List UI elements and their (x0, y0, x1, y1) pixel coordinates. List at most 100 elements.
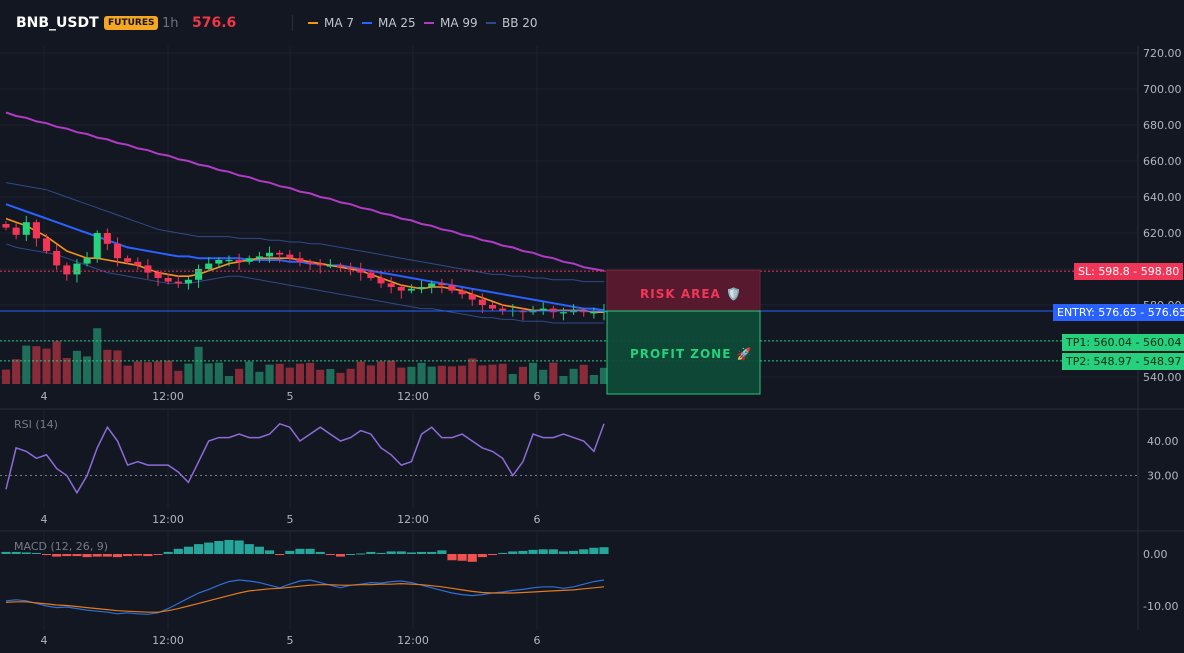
macd-histogram-bar (153, 554, 163, 555)
volume-bar (458, 365, 467, 384)
candle-body (478, 299, 486, 305)
y-tick-label: 720.00 (1143, 47, 1182, 60)
macd-histogram-bar (173, 548, 183, 554)
legend-ma25[interactable]: MA 25 (362, 16, 416, 30)
symbol-title[interactable]: BNB_USDT (16, 15, 99, 31)
timeframe-label[interactable]: 1h (162, 16, 179, 31)
macd-tick-label: -10.00 (1143, 600, 1178, 613)
volume-bar (143, 362, 152, 384)
volume-bar (52, 341, 61, 384)
last-price: 576.6 (192, 15, 237, 31)
candle-body (164, 278, 172, 282)
volume-bar (468, 358, 477, 384)
macd-histogram-bar (275, 554, 285, 556)
x-tick-label: 12:00 (152, 390, 184, 403)
legend-ma7[interactable]: MA 7 (308, 16, 354, 30)
candle-body (225, 260, 233, 262)
volume-bar (1, 369, 11, 384)
volume-bar (22, 345, 31, 384)
header-divider (292, 15, 293, 31)
macd-histogram-bar (599, 547, 609, 554)
volume-bar (275, 363, 284, 384)
volume-bar (427, 366, 436, 384)
volume-bar (397, 367, 406, 384)
volume-bar (285, 367, 294, 384)
candle-body (539, 308, 547, 311)
x-tick-label: 12:00 (397, 634, 429, 647)
candle-body (458, 290, 466, 295)
candle-body (113, 243, 122, 259)
macd-histogram-bar (234, 540, 244, 554)
volume-bar (32, 346, 41, 384)
macd-histogram-bar (315, 551, 325, 554)
candle-body (549, 308, 557, 313)
candle-body (255, 256, 263, 259)
tp2-price-label: TP2: 548.97 - 548.97 (1062, 353, 1184, 370)
macd-histogram-bar (143, 554, 153, 557)
macd-histogram-bar (346, 554, 356, 555)
candle-body (53, 251, 61, 266)
volume-bar (12, 359, 21, 384)
macd-histogram-bar (82, 554, 92, 558)
volume-bar (174, 370, 183, 384)
futures-badge: FUTURES (104, 16, 159, 30)
volume-bar (549, 362, 558, 384)
candle-body (134, 261, 142, 266)
ma99-swatch-icon (424, 22, 434, 24)
volume-bar (295, 363, 304, 384)
candle-body (103, 233, 111, 244)
volume-bar (265, 364, 274, 384)
profit-zone-label: PROFIT ZONE 🚀 (630, 347, 753, 361)
tp2-value: 548.97 (1143, 355, 1182, 368)
candle-body (488, 305, 497, 309)
x-tick-label: 12:00 (397, 513, 429, 526)
legend-bb20[interactable]: BB 20 (486, 16, 538, 30)
x-tick-label: 4 (41, 634, 48, 647)
macd-histogram-bar (41, 554, 52, 556)
candle-body (590, 312, 598, 314)
macd-histogram-bar (214, 541, 224, 554)
macd-histogram-bar (508, 551, 518, 554)
volume-bar (123, 365, 132, 384)
candle-body (235, 260, 243, 262)
macd-histogram-bar (477, 554, 487, 558)
volume-bar (204, 363, 213, 384)
legend-label: MA 25 (378, 16, 416, 30)
y-tick-label: 540.00 (1143, 371, 1182, 384)
macd-histogram-bar (569, 550, 579, 554)
ma25-swatch-icon (362, 22, 372, 24)
macd-histogram-bar (356, 553, 366, 555)
macd-histogram-bar (366, 551, 376, 554)
candle-body (438, 283, 446, 286)
macd-histogram-bar (498, 552, 508, 554)
volume-bar (447, 366, 457, 384)
macd-histogram-bar (102, 554, 112, 557)
volume-bar (103, 349, 112, 384)
x-tick-label: 6 (534, 634, 541, 647)
volume-bar (194, 346, 203, 384)
candle-body (407, 288, 415, 291)
macd-histogram-bar (31, 552, 41, 554)
tp1-price-label: TP1: 560.04 - 560.04 (1062, 334, 1184, 351)
y-tick-label: 660.00 (1143, 155, 1182, 168)
macd-histogram-bar (254, 546, 264, 554)
candle-body (499, 308, 507, 311)
candle-body (397, 287, 405, 291)
profit-zone (606, 310, 761, 395)
candle-body (428, 283, 436, 287)
x-tick-label: 6 (534, 390, 541, 403)
macd-line (5, 579, 605, 615)
volume-bar (153, 361, 163, 384)
legend-label: MA 7 (324, 16, 355, 30)
volume-bar (356, 361, 365, 384)
macd-histogram-bar (538, 549, 548, 554)
volume-bar (498, 363, 507, 384)
volume-bar (72, 350, 82, 384)
volume-bar (113, 350, 122, 384)
tp2-label: TP2: 548.97 (1066, 355, 1133, 368)
legend-ma99[interactable]: MA 99 (424, 16, 478, 30)
y-tick-label: 700.00 (1143, 83, 1182, 96)
volume-bar (579, 364, 588, 384)
sl-value: 598.80 (1140, 265, 1180, 278)
